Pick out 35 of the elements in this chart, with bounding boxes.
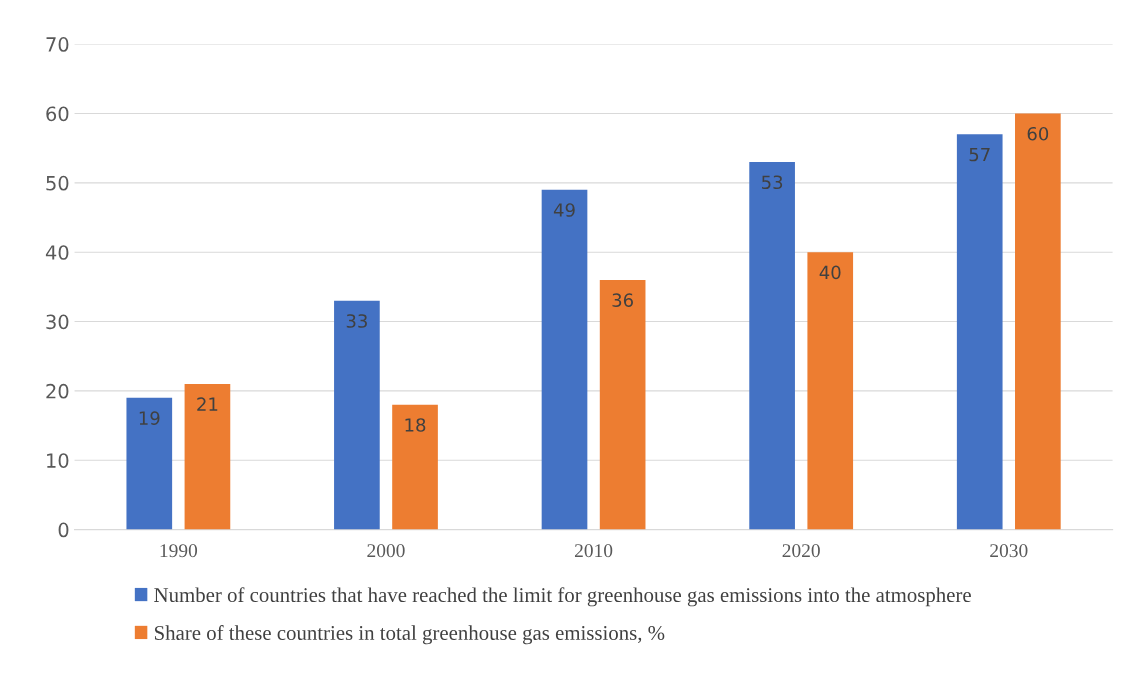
bar (184, 383, 231, 530)
x-tick-label: 2000 (367, 544, 405, 558)
x-tick-label: 1990 (160, 544, 198, 558)
y-tick-label: 50 (46, 175, 69, 191)
y-tick-label: 0 (58, 522, 69, 538)
legend-label: Share of these countries in total greenhouse gas emissions, % (154, 625, 665, 645)
data-label: 21 (197, 397, 218, 411)
x-tick-label: 2010 (574, 544, 613, 558)
data-label: 57 (969, 147, 990, 162)
data-label: 49 (553, 203, 575, 217)
y-tick-label: 10 (47, 453, 69, 468)
legend-label: Number of countries that have reached the limit for greenhouse gas emissions into the atmosphere (154, 587, 971, 607)
data-label: 40 (819, 265, 841, 280)
bar (956, 134, 1003, 530)
x-tick-label: 2020 (782, 544, 820, 558)
data-label: 19 (139, 411, 160, 425)
y-tick-label: 40 (45, 245, 69, 260)
bar (1015, 113, 1061, 530)
bar (599, 279, 646, 530)
data-label: 33 (346, 314, 367, 328)
bar (541, 189, 588, 530)
data-label: 53 (762, 175, 783, 190)
data-label: 60 (1027, 126, 1049, 141)
bar (126, 397, 173, 530)
y-tick-label: 30 (46, 314, 69, 330)
y-tick-label: 60 (46, 106, 69, 122)
data-label: 36 (612, 293, 633, 307)
y-tick-label: 70 (46, 37, 69, 52)
y-tick-label: 20 (46, 383, 69, 399)
bar (807, 252, 854, 530)
data-label: 18 (405, 418, 426, 432)
bar (749, 162, 795, 530)
bar (334, 300, 380, 530)
bar (392, 404, 438, 530)
x-tick-label: 2030 (990, 544, 1028, 558)
